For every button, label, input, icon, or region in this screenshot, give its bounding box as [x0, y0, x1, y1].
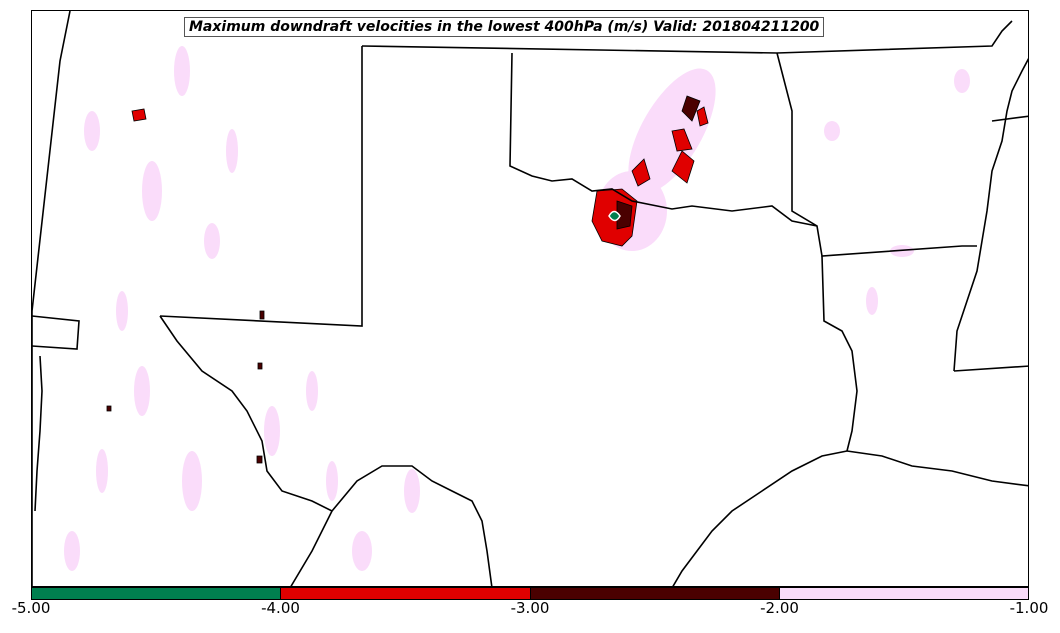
colorbar-tick-label: -5.00 [11, 599, 51, 617]
map-panel: Maximum downdraft velocities in the lowe… [31, 10, 1029, 587]
colorbar-tick-label: -4.00 [261, 599, 300, 617]
colorbar-bin [530, 588, 780, 599]
colorbar-tick-label: -1.00 [1009, 599, 1049, 617]
state-boundaries [32, 11, 1028, 586]
map-title: Maximum downdraft velocities in the lowe… [184, 17, 825, 37]
colorbar-bin [779, 588, 1028, 599]
colorbar-bin [281, 588, 531, 599]
colorbar-tick-label: -3.00 [510, 599, 550, 617]
colorbar-tick-label: -2.00 [760, 599, 799, 617]
colorbar-bin [32, 588, 282, 599]
strong-downdraft-core [106, 95, 709, 464]
weak-downdraft-field [64, 46, 970, 571]
map-canvas [32, 11, 1028, 586]
colorbar [31, 587, 1029, 600]
